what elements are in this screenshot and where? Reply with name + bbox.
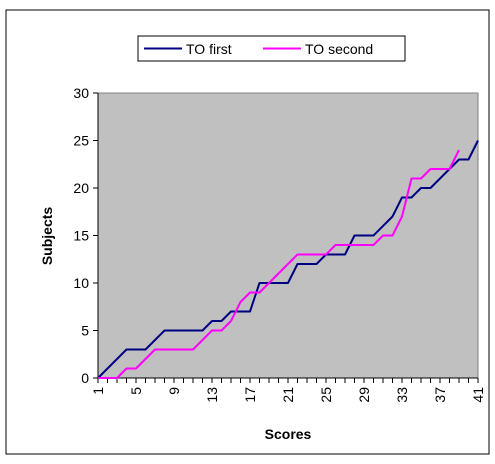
x-tick-label: 25 (318, 387, 334, 403)
x-tick-label: 29 (356, 387, 372, 403)
x-tick-label: 5 (128, 387, 144, 395)
x-tick-label: 1 (90, 387, 106, 395)
y-tick-label: 0 (81, 370, 89, 386)
x-tick-label: 13 (204, 387, 220, 403)
x-tick-label: 17 (242, 387, 258, 403)
x-ticks: 1 5 9 13 17 21 25 29 33 37 41 (90, 378, 486, 403)
legend-label-to-first: TO first (186, 41, 232, 57)
legend-label-to-second: TO second (305, 41, 373, 57)
y-axis-label: Subjects (39, 207, 55, 266)
y-tick-label: 15 (73, 228, 89, 244)
y-tick-label: 20 (73, 180, 89, 196)
y-tick-label: 10 (73, 275, 89, 291)
x-tick-label: 33 (394, 387, 410, 403)
series-line-to-second (98, 149, 460, 379)
x-tick-label: 9 (166, 387, 182, 395)
y-tick-label: 30 (73, 85, 89, 101)
y-tick-label: 5 (81, 323, 89, 339)
y-tick-label: 25 (73, 133, 89, 149)
series-line-to-first (97, 140, 479, 379)
series-layer (97, 140, 479, 379)
x-tick-label: 21 (280, 387, 296, 403)
x-tick-label: 37 (432, 387, 448, 403)
x-axis-label: Scores (265, 426, 312, 442)
plot-area (97, 92, 479, 379)
x-tick-label: 41 (470, 387, 486, 403)
legend: TO first TO second (137, 35, 406, 62)
y-ticks: 0 5 10 15 20 25 30 (73, 85, 98, 386)
